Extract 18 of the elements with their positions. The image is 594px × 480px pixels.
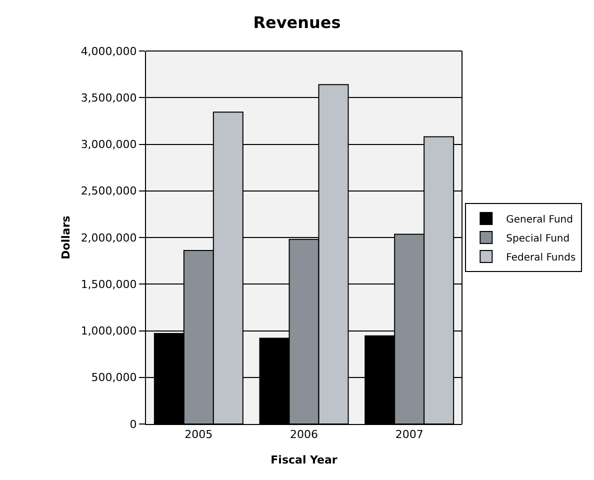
y-tick-label: 2,000,000 — [80, 231, 137, 244]
y-tick-label: 4,000,000 — [80, 44, 137, 58]
y-tick-label: 500,000 — [91, 371, 137, 384]
legend-label: Special Fund — [506, 233, 570, 244]
y-tick-label: 3,000,000 — [80, 138, 137, 152]
legend-label: General Fund — [506, 214, 573, 226]
y-tick-label: 3,500,000 — [80, 91, 137, 104]
chart-title: Revenues — [253, 13, 341, 32]
x-axis-title: Fiscal Year — [270, 453, 338, 466]
y-tick-label: 0 — [130, 418, 137, 431]
y-axis-title: Dollars — [59, 215, 72, 260]
y-tick-label: 1,000,000 — [80, 324, 137, 338]
y-tick-label: 2,500,000 — [80, 184, 137, 198]
legend-label: Federal Funds — [506, 252, 576, 264]
x-tick-label: 2006 — [290, 428, 318, 442]
x-tick-label: 2005 — [184, 428, 213, 442]
x-tick-label: 2007 — [395, 428, 424, 442]
y-tick-label: 1,500,000 — [80, 278, 137, 291]
